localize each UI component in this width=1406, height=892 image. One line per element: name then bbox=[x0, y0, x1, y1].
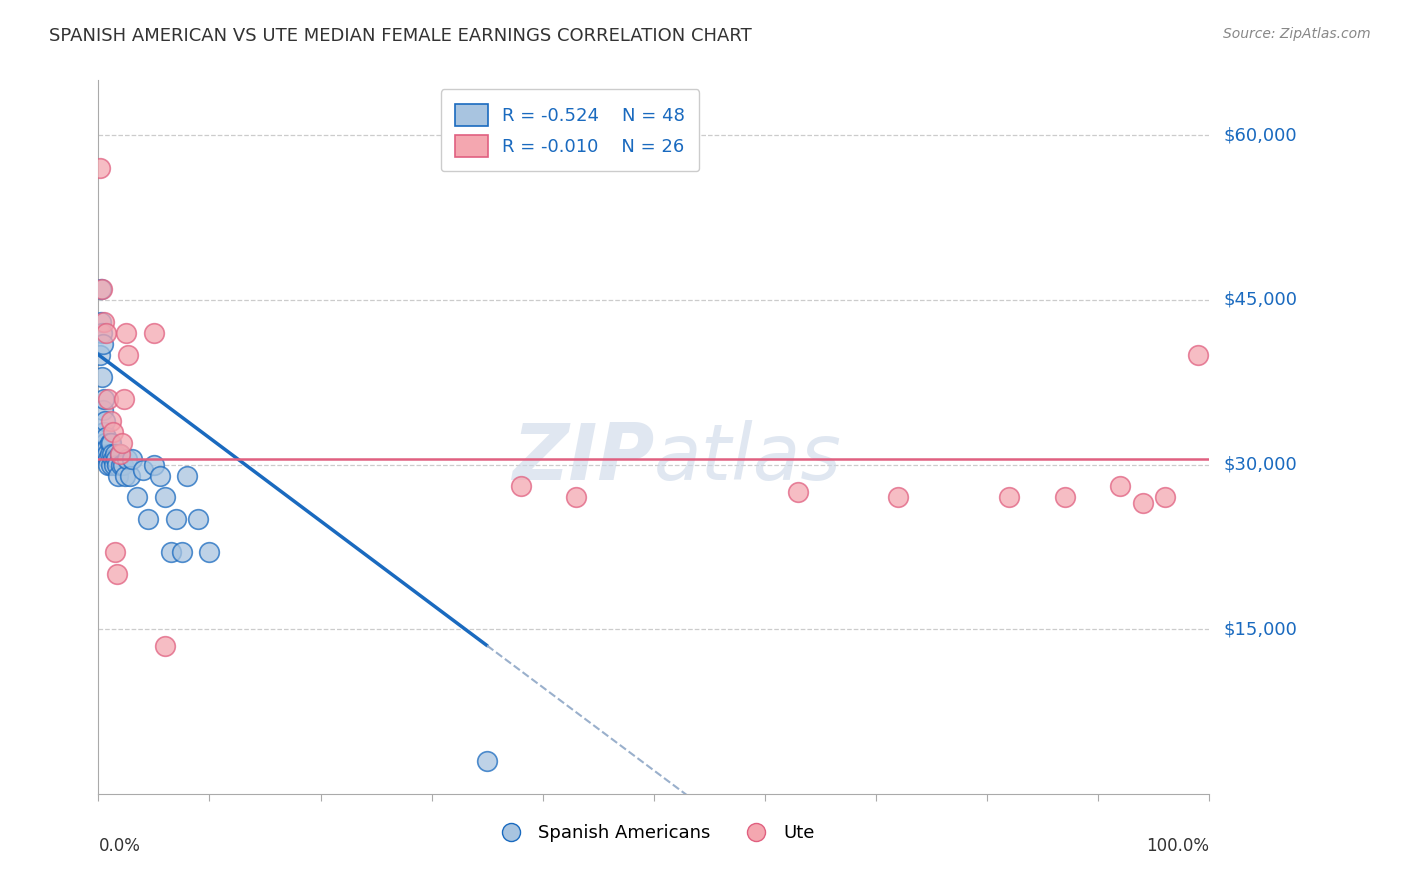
Point bbox=[170, 545, 193, 559]
Point bbox=[112, 392, 135, 406]
Point bbox=[132, 463, 155, 477]
Point bbox=[93, 315, 115, 329]
Point bbox=[90, 369, 112, 384]
Point bbox=[565, 491, 588, 505]
Point bbox=[96, 430, 118, 444]
Point bbox=[787, 485, 810, 500]
Point bbox=[96, 326, 118, 340]
Point bbox=[107, 468, 129, 483]
Point bbox=[105, 458, 128, 472]
Point bbox=[96, 446, 118, 460]
Point bbox=[96, 441, 118, 455]
Point bbox=[153, 639, 176, 653]
Point bbox=[89, 161, 111, 175]
Text: 100.0%: 100.0% bbox=[1146, 837, 1209, 855]
Point bbox=[100, 458, 122, 472]
Point bbox=[111, 435, 134, 450]
Point bbox=[105, 567, 128, 582]
Text: $15,000: $15,000 bbox=[1223, 620, 1296, 638]
Point bbox=[117, 452, 139, 467]
Point bbox=[91, 402, 114, 417]
Point bbox=[91, 336, 114, 351]
Point bbox=[90, 282, 112, 296]
Point bbox=[1153, 491, 1175, 505]
Point bbox=[94, 414, 117, 428]
Point bbox=[108, 446, 131, 460]
Point bbox=[97, 458, 120, 472]
Point bbox=[89, 348, 111, 362]
Point bbox=[100, 414, 122, 428]
Point bbox=[887, 491, 910, 505]
Point bbox=[115, 326, 138, 340]
Point bbox=[118, 468, 141, 483]
Point bbox=[93, 392, 115, 406]
Point bbox=[105, 452, 128, 467]
Point bbox=[1132, 496, 1154, 510]
Point bbox=[98, 435, 121, 450]
Point bbox=[1109, 479, 1132, 493]
Point bbox=[143, 458, 166, 472]
Point bbox=[103, 458, 125, 472]
Point bbox=[96, 446, 118, 460]
Point bbox=[143, 326, 166, 340]
Text: $30,000: $30,000 bbox=[1223, 456, 1296, 474]
Legend: Spanish Americans, Ute: Spanish Americans, Ute bbox=[486, 817, 821, 849]
Text: $45,000: $45,000 bbox=[1223, 291, 1298, 309]
Point bbox=[176, 468, 198, 483]
Text: atlas: atlas bbox=[654, 420, 842, 497]
Point bbox=[198, 545, 221, 559]
Point bbox=[97, 452, 120, 467]
Point bbox=[138, 512, 160, 526]
Point bbox=[121, 452, 143, 467]
Point bbox=[98, 446, 121, 460]
Point bbox=[117, 348, 139, 362]
Point bbox=[127, 491, 149, 505]
Point bbox=[90, 282, 112, 296]
Point bbox=[101, 452, 124, 467]
Point bbox=[90, 315, 112, 329]
Text: $60,000: $60,000 bbox=[1223, 126, 1296, 145]
Text: SPANISH AMERICAN VS UTE MEDIAN FEMALE EARNINGS CORRELATION CHART: SPANISH AMERICAN VS UTE MEDIAN FEMALE EA… bbox=[49, 27, 752, 45]
Text: ZIP: ZIP bbox=[512, 420, 654, 497]
Point bbox=[111, 458, 134, 472]
Point bbox=[104, 545, 127, 559]
Point bbox=[94, 435, 117, 450]
Point bbox=[104, 446, 127, 460]
Point bbox=[110, 458, 132, 472]
Point bbox=[509, 479, 531, 493]
Point bbox=[97, 392, 120, 406]
Point bbox=[108, 446, 131, 460]
Point bbox=[148, 468, 170, 483]
Point bbox=[153, 491, 176, 505]
Point bbox=[159, 545, 181, 559]
Point bbox=[1053, 491, 1076, 505]
Point bbox=[998, 491, 1021, 505]
Point bbox=[114, 468, 136, 483]
Point bbox=[93, 425, 115, 439]
Point bbox=[187, 512, 209, 526]
Point bbox=[90, 326, 112, 340]
Text: Source: ZipAtlas.com: Source: ZipAtlas.com bbox=[1223, 27, 1371, 41]
Point bbox=[101, 425, 124, 439]
Point bbox=[100, 446, 122, 460]
Point bbox=[1187, 348, 1209, 362]
Point bbox=[100, 435, 122, 450]
Text: 0.0%: 0.0% bbox=[98, 837, 141, 855]
Point bbox=[165, 512, 187, 526]
Point bbox=[475, 754, 498, 768]
